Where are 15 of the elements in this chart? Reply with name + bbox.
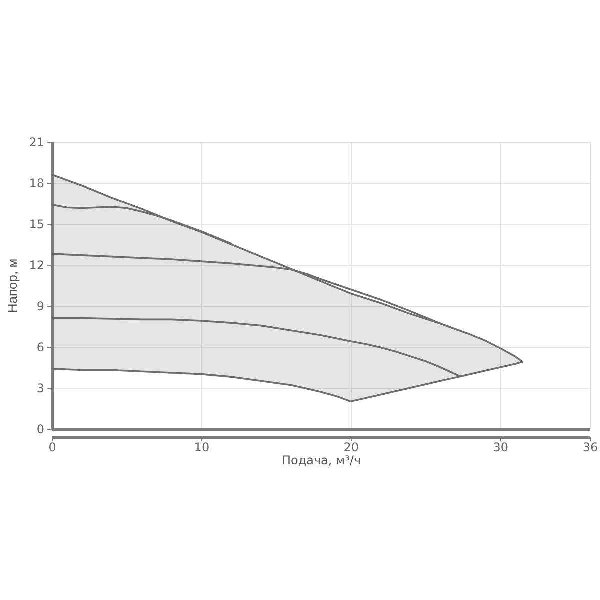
y-tick-label: 12 xyxy=(29,258,44,272)
y-tick-label: 6 xyxy=(36,340,44,354)
y-tick-label: 18 xyxy=(29,176,44,190)
x-tick-label: 30 xyxy=(493,440,508,454)
y-tick-label: 3 xyxy=(36,382,44,396)
x-tick-label: 10 xyxy=(194,440,210,454)
x-tick-label: 36 xyxy=(582,440,598,454)
x-tick-label: 20 xyxy=(344,440,360,454)
x-axis-title: Подача, м³/ч xyxy=(282,454,362,468)
y-axis-title: Напор, м xyxy=(5,258,20,314)
x-tick-label: 0 xyxy=(48,440,56,454)
y-tick-label: 15 xyxy=(29,218,44,232)
y-tick-label: 0 xyxy=(36,422,44,436)
y-tick-label: 21 xyxy=(29,136,44,150)
y-tick-label: 9 xyxy=(36,300,44,314)
